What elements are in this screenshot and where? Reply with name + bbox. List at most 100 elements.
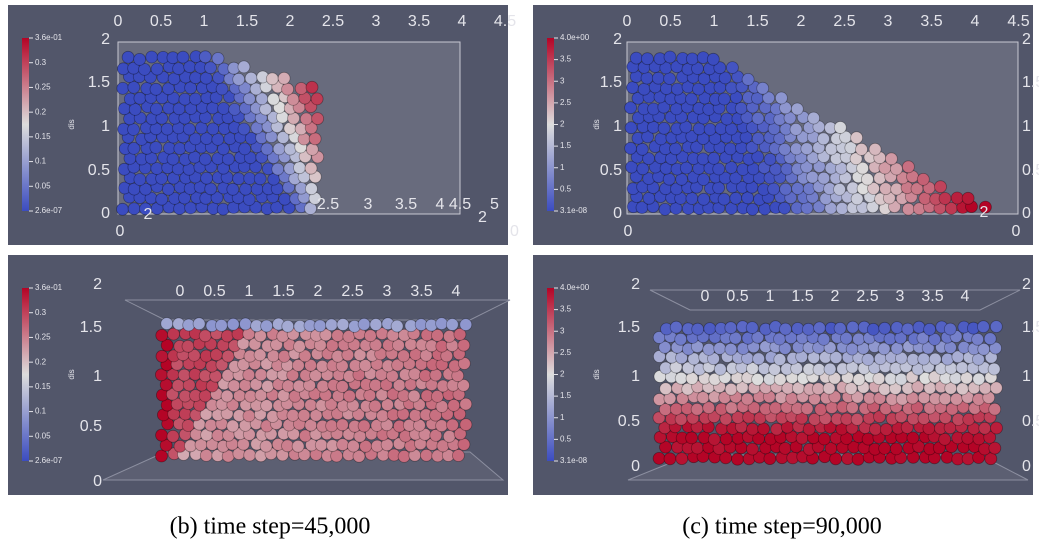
particle <box>272 142 286 156</box>
axis-label: 0.5 <box>203 283 225 300</box>
particle <box>159 378 173 392</box>
particle <box>751 132 765 145</box>
particle <box>718 71 732 85</box>
axis-label: 3 <box>364 196 373 213</box>
particle <box>641 130 654 144</box>
particle <box>928 352 942 366</box>
particle <box>807 111 820 125</box>
particle <box>703 322 717 336</box>
particle <box>357 317 371 331</box>
particle <box>150 62 164 76</box>
particle <box>647 120 660 134</box>
particle <box>691 62 704 75</box>
axis-label: 0.5 <box>1022 413 1039 430</box>
particle <box>770 422 784 436</box>
particle <box>939 411 952 425</box>
axis-label: 1.5 <box>80 319 102 336</box>
particle <box>419 348 433 362</box>
particle <box>735 381 749 394</box>
particle <box>211 52 225 65</box>
axis-label: 0.5 <box>659 13 681 30</box>
colorbar-label: 2.6e-07 <box>35 206 63 215</box>
particle <box>181 339 195 353</box>
particle <box>435 419 449 433</box>
particle <box>331 329 345 343</box>
particle <box>956 382 969 396</box>
colorbar-label: 3.6e-01 <box>35 283 63 292</box>
particle <box>879 423 893 436</box>
colorbar-title: dis <box>67 369 76 379</box>
axis-label: 4.5 <box>1007 13 1029 30</box>
particle <box>745 321 759 335</box>
particle <box>440 349 454 363</box>
particle <box>242 409 256 423</box>
particle <box>244 71 258 85</box>
particle <box>910 182 924 196</box>
axis-label: 1 <box>766 288 775 305</box>
particle <box>173 142 187 156</box>
particle <box>987 362 1001 376</box>
particle <box>188 92 202 106</box>
axis-label: 0 <box>701 288 710 305</box>
particle <box>293 339 306 353</box>
particle <box>206 122 220 136</box>
particle <box>116 82 130 95</box>
particle <box>204 418 218 432</box>
axis-label: 0 <box>1022 205 1031 222</box>
particle <box>216 142 230 156</box>
axis-label: 1 <box>631 368 640 385</box>
particle <box>167 327 180 341</box>
axis-label: 1.5 <box>618 319 640 336</box>
particle <box>390 319 404 333</box>
particle <box>277 349 291 363</box>
axis-label: 2 <box>980 204 989 221</box>
particle <box>281 319 295 333</box>
axis-label: 1 <box>1022 118 1031 135</box>
particle <box>713 61 727 75</box>
particle <box>778 441 792 455</box>
particle <box>811 382 825 396</box>
particle <box>155 449 168 463</box>
particle <box>984 452 998 466</box>
axis-label: 2 <box>1022 276 1031 293</box>
particle <box>640 71 654 85</box>
particle <box>943 322 957 336</box>
axis-label: 2 <box>1022 31 1031 48</box>
particle <box>220 329 234 343</box>
particle <box>868 142 882 156</box>
particle <box>199 448 213 462</box>
particle <box>971 332 984 346</box>
particle <box>642 152 655 166</box>
particle <box>271 162 285 176</box>
particle <box>298 349 312 363</box>
particle <box>232 172 246 186</box>
particle <box>746 202 759 216</box>
particle <box>286 368 300 382</box>
axis-label: 0 <box>510 223 519 240</box>
particle <box>116 202 129 216</box>
particle <box>669 142 682 156</box>
particle <box>654 132 668 146</box>
particle <box>855 142 868 156</box>
particle <box>729 331 742 345</box>
particle <box>242 92 256 106</box>
particle <box>783 111 797 125</box>
particle <box>663 452 677 466</box>
particle <box>445 318 459 331</box>
particle <box>866 322 880 336</box>
particle <box>435 317 449 331</box>
particle <box>281 379 295 393</box>
particle <box>160 122 174 136</box>
particle <box>669 402 683 416</box>
particle <box>674 332 688 346</box>
particle <box>261 379 275 393</box>
particle <box>325 419 339 433</box>
particle <box>299 112 313 126</box>
axis-label: 2 <box>831 288 840 305</box>
particle <box>659 382 673 396</box>
particle <box>133 53 147 66</box>
particle <box>768 362 781 376</box>
axis-label: 4 <box>961 288 970 305</box>
particle <box>706 52 720 66</box>
particle <box>459 397 473 411</box>
